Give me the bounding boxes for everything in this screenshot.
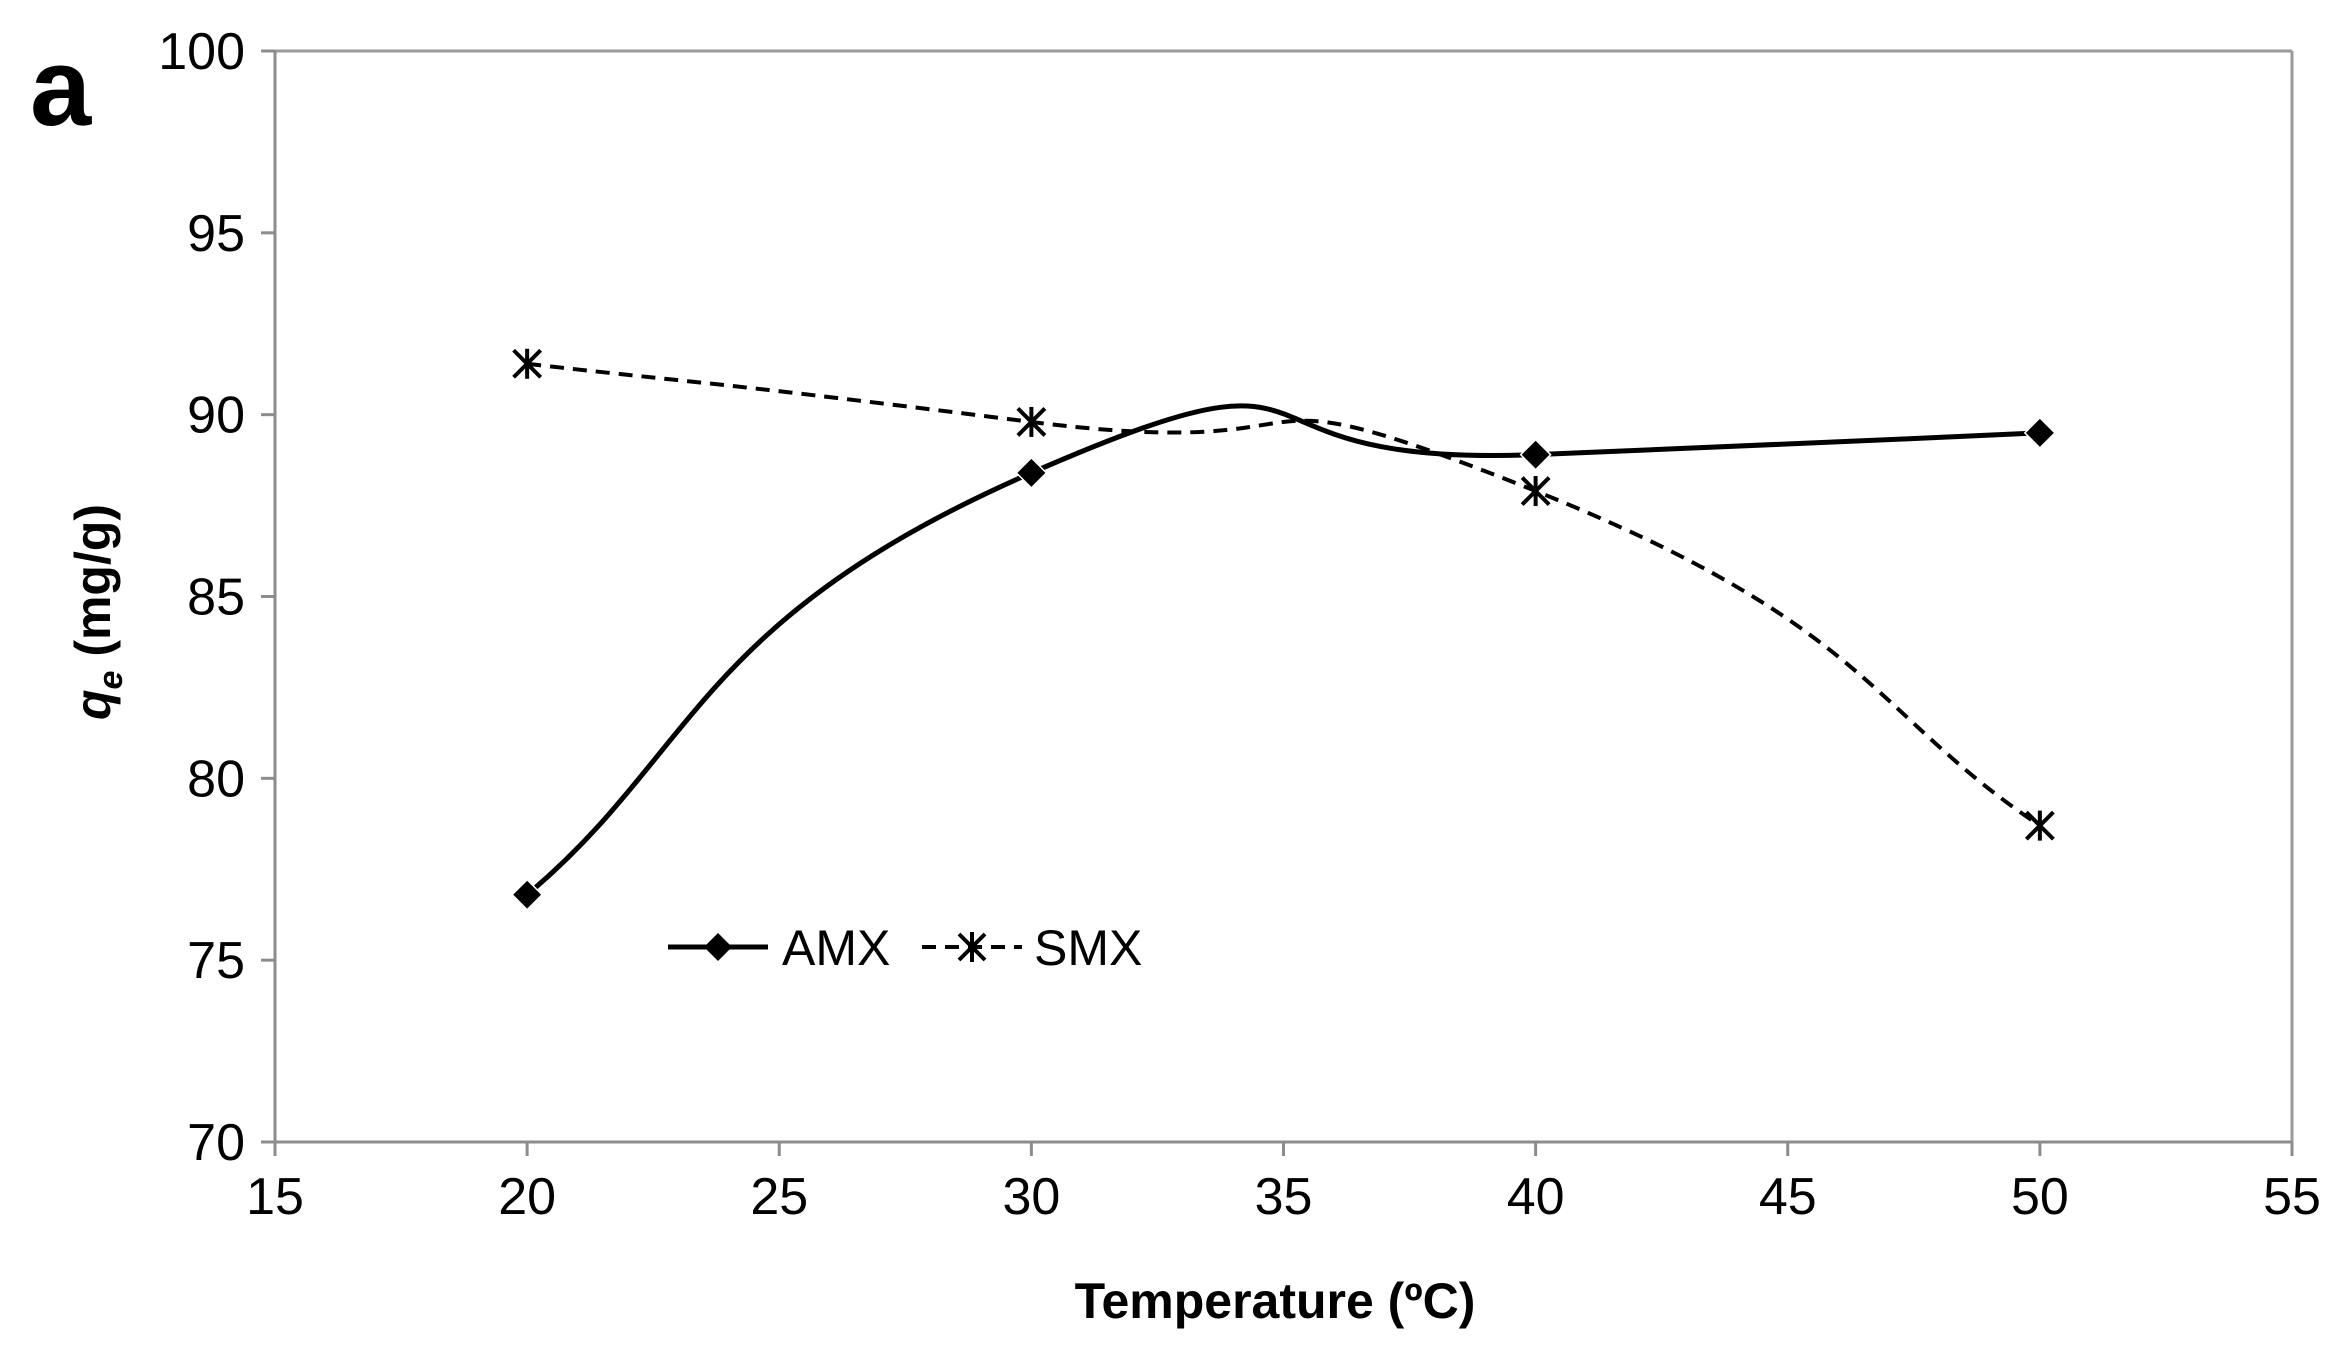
series-smx-point-30 [1016,406,1047,437]
series-amx-line [525,403,2040,897]
y-tick-label-85: 85 [187,569,245,627]
legend-smx-label: SMX [1034,920,1142,976]
series-amx-point-30 [1015,456,1048,489]
y-axis-title: qe (mg/g) [65,504,130,720]
series-amx-point-40 [1519,438,1552,471]
y-tick-label-100: 100 [158,23,245,81]
legend-smx-asterisk-marker [957,932,987,962]
x-tick-label-50: 50 [2011,1168,2069,1226]
series-smx-point-40 [1520,476,1551,507]
series-smx-point-50 [2024,810,2055,841]
x-tick-label-15: 15 [246,1168,304,1226]
x-tick-label-45: 45 [1759,1168,1817,1226]
x-tick-label-30: 30 [1002,1168,1060,1226]
series-markers [511,348,2056,911]
legend-amx-diamond-marker [704,933,732,961]
x-tick-label-35: 35 [1255,1168,1313,1226]
series-amx-point-50 [2023,416,2056,449]
x-tick-label-55: 55 [2263,1168,2321,1226]
y-tick-label-90: 90 [187,387,245,445]
x-tick-label-40: 40 [1507,1168,1565,1226]
series-lines [525,361,2041,897]
x-axis-title: Temperature (ºC) [1075,1273,1476,1329]
y-axis-title-symbol: q [65,690,121,721]
series-smx-point-20 [512,348,543,379]
tick-labels: 15 20 25 30 35 40 45 50 55 70 75 80 85 90 95 100 [158,23,2321,1226]
y-tick-label-70: 70 [187,1114,245,1172]
x-tick-label-20: 20 [498,1168,556,1226]
series-amx-point-20 [511,878,544,911]
y-tick-label-75: 75 [187,932,245,990]
y-axis-title-units: (mg/g) [65,504,121,671]
series-smx-line [526,361,2041,828]
tick-marks [261,49,2294,1156]
y-tick-label-80: 80 [187,750,245,808]
legend: AMX SMX [668,920,1142,976]
y-tick-label-95: 95 [187,205,245,263]
y-axis-title-subscript: e [92,671,130,690]
panel-label: a [30,26,92,149]
legend-amx-label: AMX [782,920,890,976]
x-tick-label-25: 25 [750,1168,808,1226]
